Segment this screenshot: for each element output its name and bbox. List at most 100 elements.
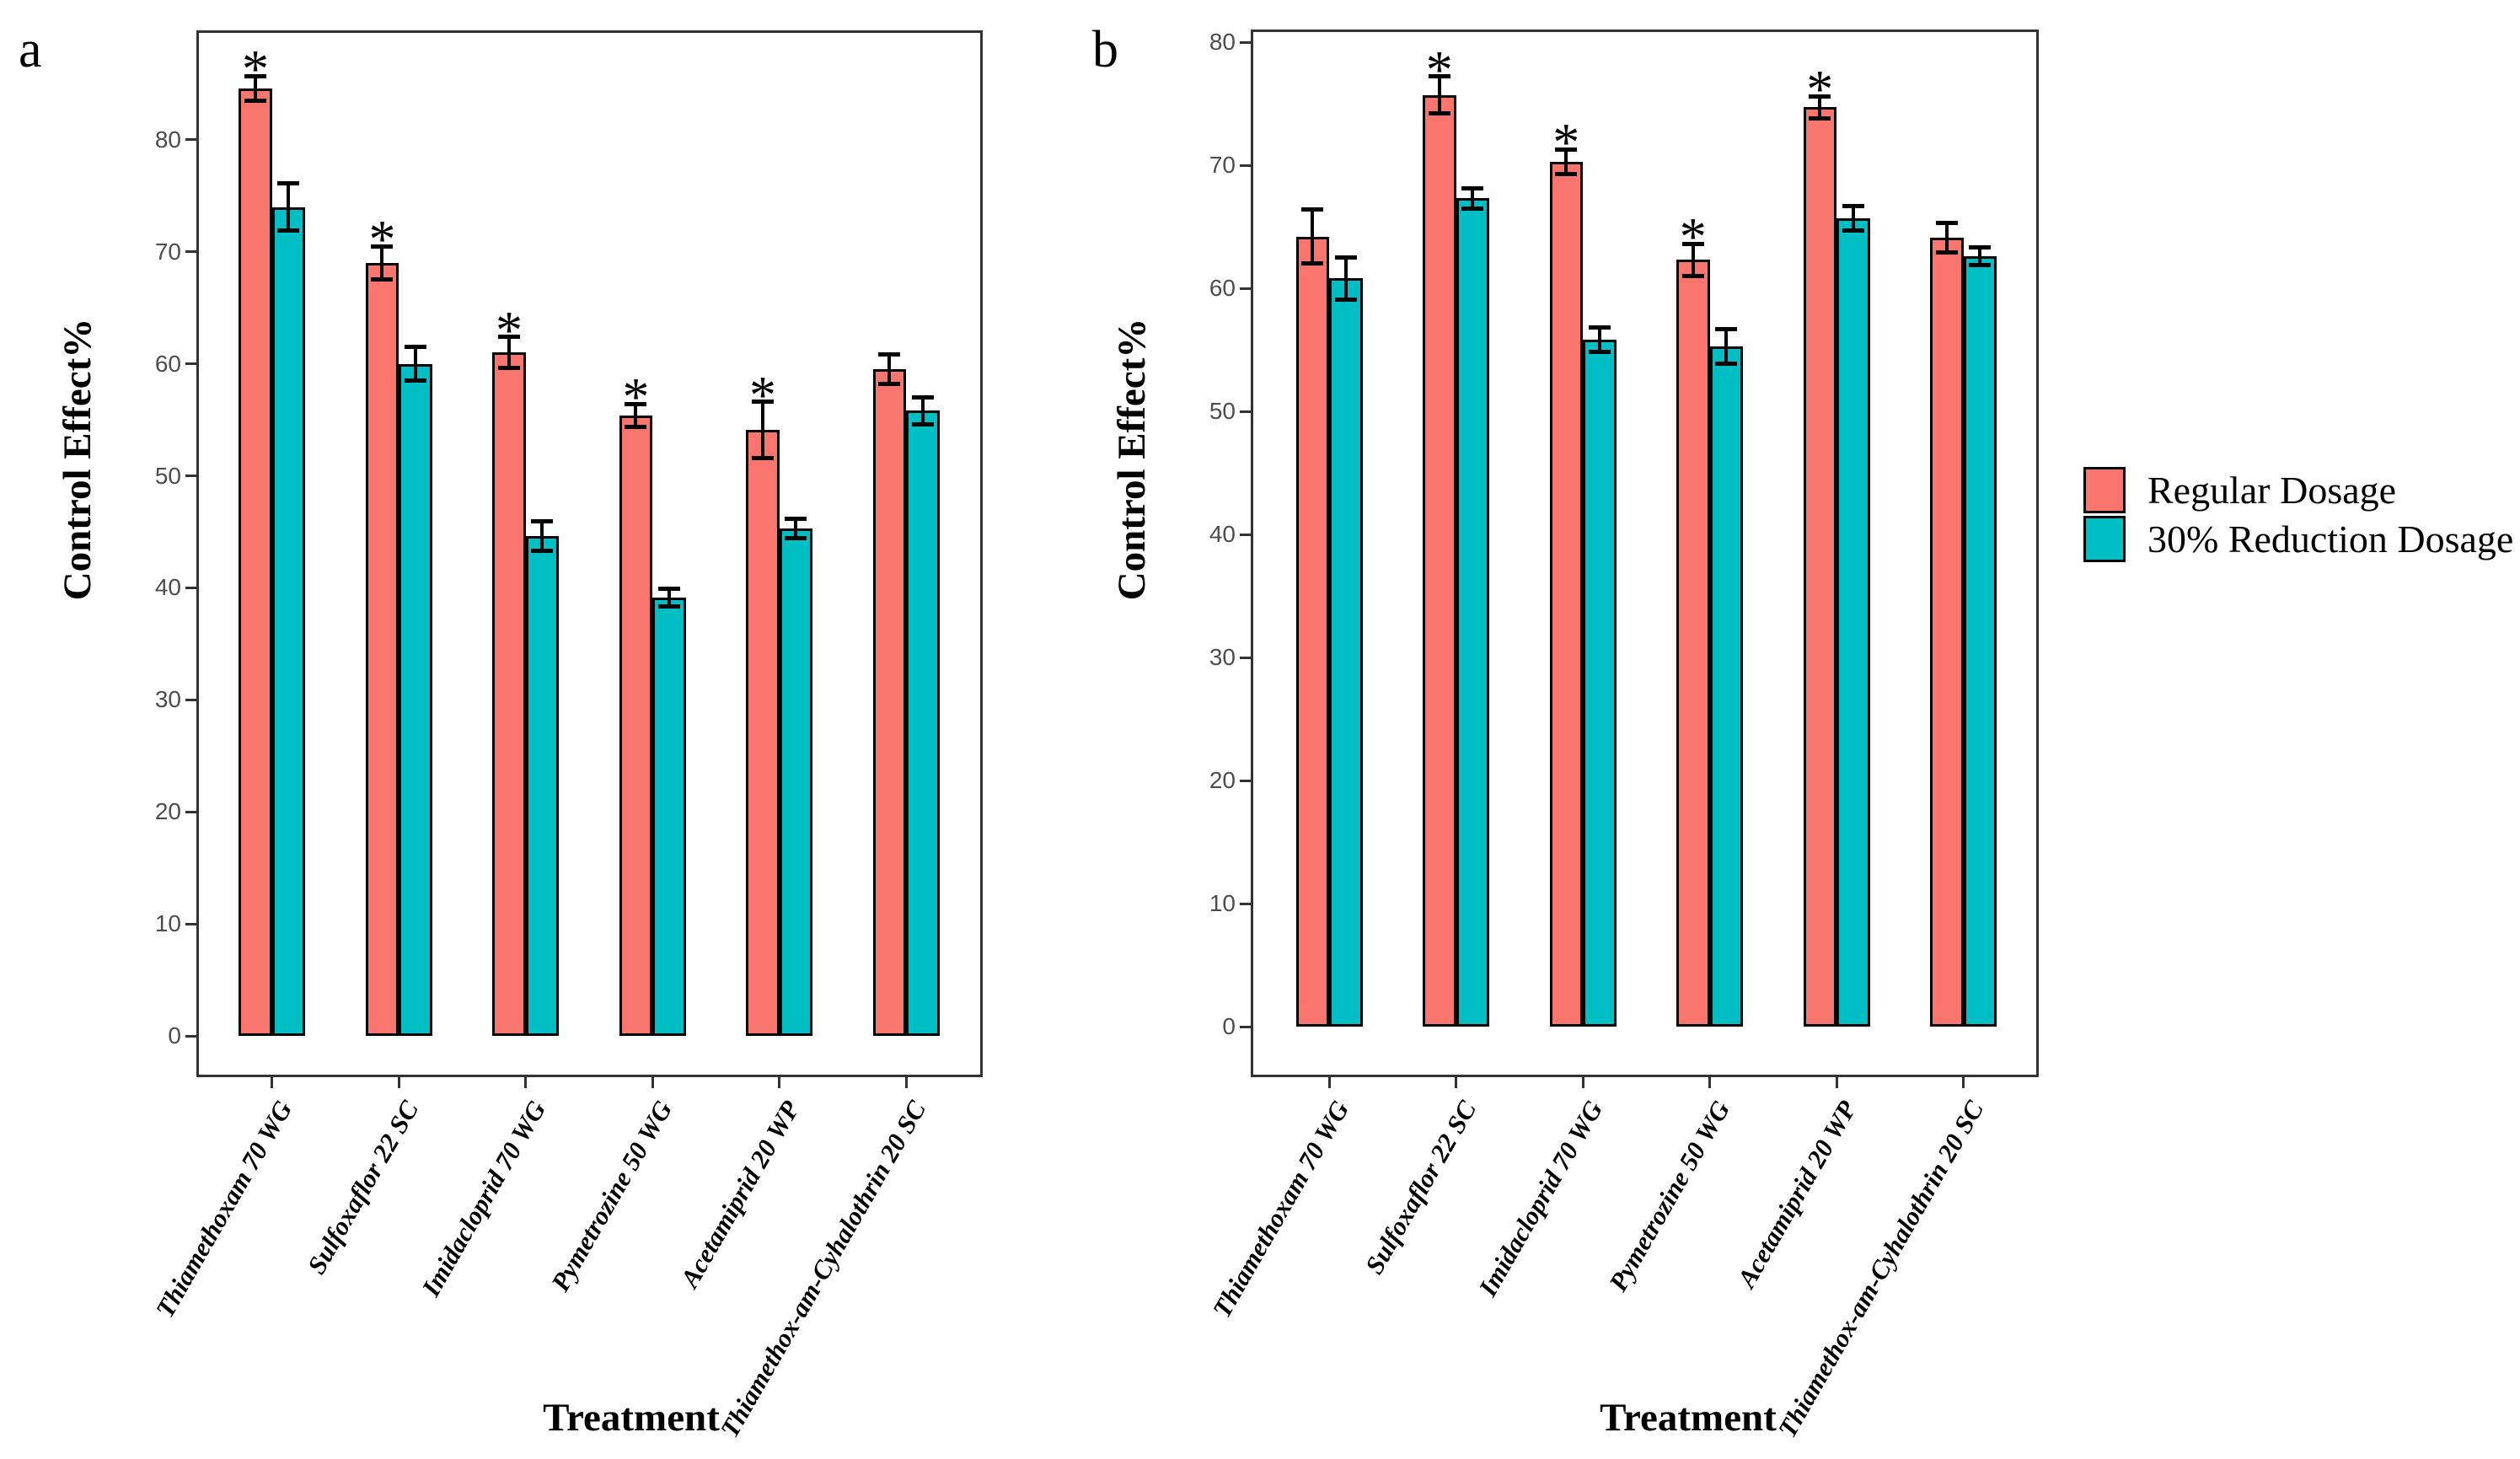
error-bar-line: [1944, 223, 1949, 253]
error-bar-line: [540, 521, 544, 551]
error-bar-cap-bottom: [1555, 171, 1578, 176]
significance-asterisk: *: [622, 367, 650, 427]
y-tick-label: 10: [1209, 890, 1236, 916]
y-tick-label: 60: [154, 350, 181, 377]
legend-swatch-reduction: [2083, 516, 2126, 562]
y-tick-mark: [185, 250, 196, 254]
significance-asterisk: *: [1425, 39, 1453, 99]
y-tick-mark: [185, 810, 196, 813]
y-tick-mark: [1240, 779, 1251, 782]
error-bar-cap-bottom: [1301, 261, 1324, 266]
bar-regular-dosage: [365, 262, 399, 1036]
error-bar-cap-bottom: [1809, 116, 1831, 121]
y-tick-mark: [185, 138, 196, 142]
bar-regular-dosage: [619, 415, 653, 1036]
error-bar-cap-top: [404, 345, 426, 350]
significance-asterisk: *: [1806, 59, 1834, 120]
y-tick-label: 20: [154, 798, 181, 825]
error-bar-cap-bottom: [911, 421, 934, 426]
y-axis-title: Control Effect%: [1110, 318, 1154, 601]
bar-reduction-dosage: [1583, 340, 1617, 1027]
legend-label: 30% Reduction Dosage: [2147, 518, 2514, 561]
error-bar-cap-top: [1301, 207, 1324, 212]
significance-asterisk: *: [748, 364, 776, 425]
x-axis-title: Treatment: [1600, 1396, 1777, 1440]
error-bar-cap-bottom: [497, 366, 520, 371]
plot-area-border: [1251, 30, 2039, 1077]
y-tick-mark: [185, 1034, 196, 1038]
error-bar-line: [760, 401, 764, 459]
panel-letter-a: a: [19, 21, 42, 78]
error-bar-line: [287, 183, 291, 231]
x-tick-mark: [524, 1077, 528, 1088]
bar-regular-dosage: [1803, 107, 1836, 1027]
x-tick-mark: [1581, 1077, 1584, 1088]
y-tick-mark: [1240, 287, 1251, 290]
x-tick-mark: [1835, 1077, 1838, 1088]
error-bar-line: [1564, 149, 1568, 174]
bar-reduction-dosage: [906, 410, 940, 1036]
bar-regular-dosage: [492, 352, 526, 1036]
y-tick-mark: [185, 586, 196, 589]
error-bar-cap-top: [1681, 241, 1704, 246]
legend-swatch-regular: [2083, 467, 2126, 513]
bar-reduction-dosage: [525, 536, 560, 1036]
error-bar-cap-bottom: [1428, 111, 1450, 116]
error-bar-line: [1691, 244, 1695, 276]
error-bar-cap-bottom: [751, 455, 774, 460]
y-tick-mark: [185, 362, 196, 366]
error-bar-cap-top: [1715, 326, 1738, 331]
error-bar-cap-top: [751, 400, 774, 405]
error-bar-cap-top: [1334, 255, 1357, 260]
x-tick-mark: [271, 1077, 274, 1088]
error-bar-cap-bottom: [625, 424, 647, 429]
x-tick-label: Imidacloprid 70 WG: [1472, 1096, 1609, 1301]
error-bar-cap-bottom: [371, 277, 394, 282]
bar-reduction-dosage: [779, 528, 813, 1036]
y-tick-mark: [1240, 1025, 1251, 1028]
x-tick-mark: [1327, 1077, 1331, 1088]
error-bar-line: [507, 336, 511, 368]
x-axis-title: Treatment: [543, 1396, 720, 1440]
x-tick-label: Thiamethox-am-Cyhalothrin 20 SC: [714, 1096, 932, 1443]
bar-regular-dosage: [239, 88, 272, 1036]
error-bar-line: [1724, 329, 1729, 364]
error-bar-cap-bottom: [1715, 361, 1738, 366]
y-tick-label: 70: [1209, 152, 1236, 178]
error-bar-cap-bottom: [244, 98, 266, 103]
x-tick-label: Sulfoxaflor 22 SC: [1359, 1096, 1482, 1279]
x-tick-mark: [651, 1077, 654, 1088]
error-bar-cap-bottom: [1588, 350, 1611, 355]
bar-regular-dosage: [1549, 161, 1583, 1027]
x-tick-mark: [397, 1077, 400, 1088]
error-bar-cap-top: [1935, 221, 1958, 226]
x-tick-label: Thiamethoxam 70 WG: [149, 1096, 298, 1323]
bar-reduction-dosage: [652, 598, 686, 1036]
error-bar-cap-bottom: [1969, 262, 1992, 267]
y-tick-label: 30: [1209, 644, 1236, 670]
y-tick-label: 80: [1209, 29, 1236, 55]
x-tick-label: Thiamethoxam 70 WG: [1206, 1096, 1355, 1323]
bar-reduction-dosage: [1709, 346, 1743, 1027]
y-tick-mark: [1240, 164, 1251, 167]
y-tick-mark: [1240, 902, 1251, 905]
error-bar-cap-top: [1842, 203, 1864, 208]
y-tick-label: 0: [1222, 1013, 1236, 1039]
error-bar-cap-top: [371, 244, 394, 249]
x-tick-label: Imidacloprid 70 WG: [416, 1096, 551, 1301]
error-bar-line: [1597, 327, 1601, 352]
error-bar-line: [1818, 96, 1822, 119]
error-bar-line: [1437, 76, 1441, 114]
y-tick-label: 10: [154, 910, 181, 937]
y-tick-label: 30: [154, 686, 181, 713]
x-tick-label: Sulfoxaflor 22 SC: [301, 1096, 425, 1279]
error-bar-cap-bottom: [1935, 250, 1958, 255]
bar-regular-dosage: [1930, 238, 1964, 1027]
y-tick-label: 80: [154, 126, 181, 153]
significance-asterisk: *: [1552, 112, 1580, 173]
x-tick-label: Acetamiprid 20 WP: [1731, 1096, 1863, 1293]
legend-label: Regular Dosage: [2147, 469, 2397, 512]
y-tick-label: 60: [1209, 275, 1236, 301]
bar-regular-dosage: [1676, 260, 1710, 1027]
